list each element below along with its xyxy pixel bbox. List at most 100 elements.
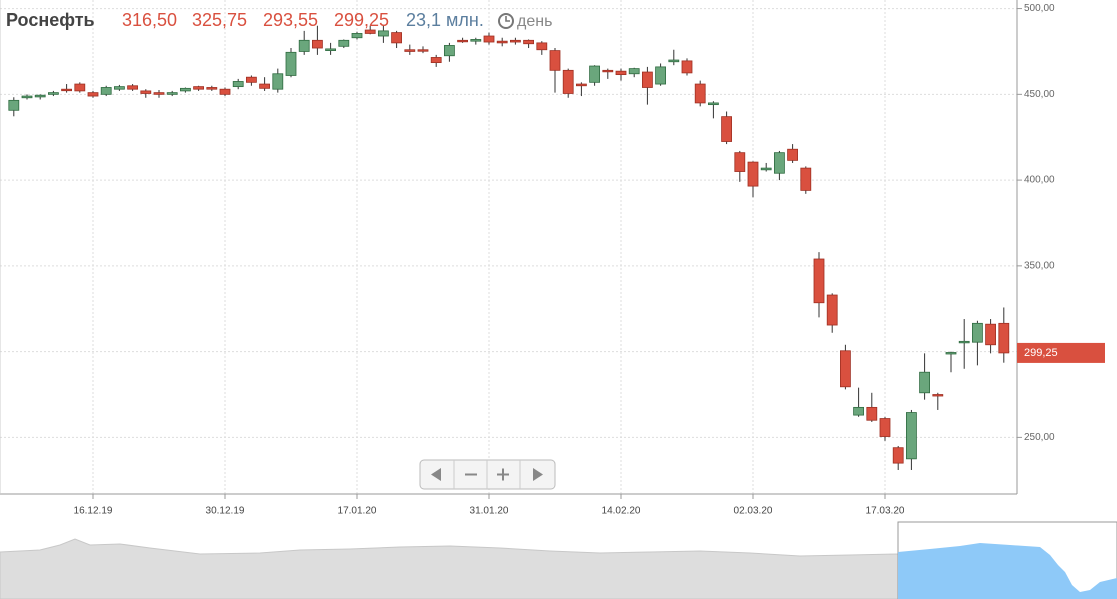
period-label[interactable]: день xyxy=(517,13,552,30)
candle-body xyxy=(338,39,350,47)
candle-body xyxy=(708,102,719,106)
candle-body xyxy=(21,95,33,99)
candle-body xyxy=(602,69,614,73)
candle-body xyxy=(536,42,548,51)
y-tick-label: 400,00 xyxy=(1024,175,1055,186)
candle-body xyxy=(721,116,732,142)
candle-body xyxy=(100,87,112,95)
candle-body xyxy=(285,51,297,76)
x-tick-label: 16.12.19 xyxy=(74,506,113,517)
y-tick-label: 500,00 xyxy=(1024,3,1055,14)
candle-body xyxy=(800,167,812,191)
candle-body xyxy=(127,85,138,90)
candle-body xyxy=(377,30,389,37)
zoom-controls xyxy=(419,459,556,490)
candle-body xyxy=(853,406,864,416)
candle-body xyxy=(179,87,191,92)
scroll-left[interactable] xyxy=(431,468,441,481)
candle-body xyxy=(417,49,429,52)
last-price-tag xyxy=(1017,342,1105,363)
candle-body xyxy=(945,352,957,355)
grid xyxy=(0,0,1017,494)
candle-body xyxy=(919,371,930,394)
candle-body xyxy=(364,29,376,34)
candle-body xyxy=(61,88,72,92)
candle-body xyxy=(642,71,653,88)
x-tick-label: 17.03.20 xyxy=(866,506,905,517)
header-low: 293,55 xyxy=(263,10,318,30)
x-tick-label: 14.02.20 xyxy=(602,506,641,517)
candle-body xyxy=(932,394,944,397)
y-tick-label: 450,00 xyxy=(1024,89,1055,100)
candle-body xyxy=(523,39,534,45)
candle-body xyxy=(430,57,442,64)
candle-body xyxy=(747,161,759,187)
candle-body xyxy=(562,69,574,94)
candle-body xyxy=(351,33,363,39)
candle-body xyxy=(206,87,218,90)
candle-body xyxy=(774,152,785,174)
candle-body xyxy=(668,59,680,63)
candle-body xyxy=(576,83,587,87)
header-volume: 23,1 млн. xyxy=(406,10,484,30)
candle-body xyxy=(443,45,455,57)
candle-body xyxy=(219,88,231,95)
candle-body xyxy=(166,92,178,95)
candle-body xyxy=(628,68,640,75)
candle-body xyxy=(866,406,878,421)
candle-body xyxy=(615,70,627,76)
clock-icon[interactable] xyxy=(498,13,514,29)
candle-body xyxy=(8,99,20,111)
header-high: 325,75 xyxy=(192,10,247,30)
candle-body xyxy=(48,92,59,95)
candle-body xyxy=(985,323,996,346)
candle-body xyxy=(114,86,125,90)
candle-body xyxy=(272,73,284,90)
candle-body xyxy=(681,60,693,74)
candle-body xyxy=(298,39,310,52)
x-tick-label: 31.01.20 xyxy=(470,506,509,517)
candle-body xyxy=(972,322,983,343)
candle-body xyxy=(74,83,86,92)
candle-body xyxy=(694,83,706,104)
candle-body xyxy=(760,167,772,171)
candle-body xyxy=(153,92,165,95)
candle-body xyxy=(549,50,561,71)
header-close: 299,25 xyxy=(334,10,389,30)
x-tick-label: 02.03.20 xyxy=(734,506,773,517)
zoom-in[interactable] xyxy=(497,468,509,481)
candle-body xyxy=(813,258,825,304)
candle-body xyxy=(892,447,904,464)
candle-body xyxy=(311,39,323,49)
candle-body xyxy=(193,86,205,90)
candle-body xyxy=(232,81,244,88)
candle-body xyxy=(906,412,917,460)
navigator xyxy=(0,520,1117,599)
candle-body xyxy=(734,152,746,172)
candle-body xyxy=(589,65,600,83)
candle-body xyxy=(404,49,416,52)
candle-body xyxy=(259,83,271,89)
candle-body xyxy=(140,90,152,94)
y-tick-label: 350,00 xyxy=(1024,261,1055,272)
candle-body xyxy=(245,76,257,83)
candle-body xyxy=(470,39,482,42)
candle-body xyxy=(840,350,851,388)
candle-body xyxy=(958,340,970,344)
zoom-out[interactable] xyxy=(465,473,477,476)
candle-body xyxy=(509,39,521,43)
candles xyxy=(8,25,1010,470)
y-tick-label: 250,00 xyxy=(1024,432,1055,443)
scroll-right[interactable] xyxy=(533,468,543,481)
candle-body xyxy=(826,294,838,326)
candle-body xyxy=(879,418,891,437)
candle-body xyxy=(787,148,798,161)
candle-body xyxy=(34,94,46,98)
candle-body xyxy=(998,322,1010,354)
candle-body xyxy=(391,32,403,44)
candle-body xyxy=(655,66,666,85)
candle-body xyxy=(325,48,337,52)
